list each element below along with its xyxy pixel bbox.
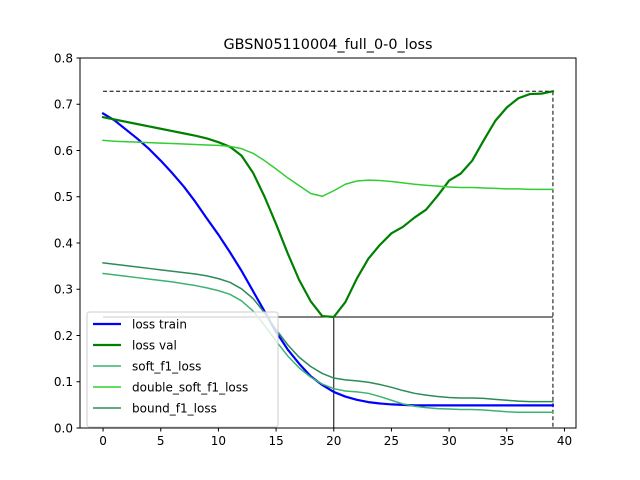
series-line-bound-f1-loss [102,262,554,403]
y-tick-label: 0.1 [54,375,73,389]
x-tick-label: 35 [499,434,514,448]
legend-label: bound_f1_loss [132,401,217,415]
series-line-loss-train [101,111,555,407]
x-tick-label: 5 [157,434,165,448]
legend-label: loss train [132,317,187,331]
y-tick-label: 0.4 [54,236,73,250]
y-tick-label: 0.2 [54,329,73,343]
x-tick-label: 25 [384,434,399,448]
series-line-loss-val [101,90,555,319]
y-tick-label: 0.6 [54,144,73,158]
x-tick-label: 40 [557,434,572,448]
chart-title: GBSN05110004_full_0-0_loss [224,37,433,53]
y-tick-label: 0.8 [54,51,73,65]
y-tick-label: 0.5 [54,190,73,204]
x-tick-label: 20 [326,434,341,448]
x-tick-label: 15 [268,434,283,448]
series-line-double-soft-f1-loss [102,139,554,198]
legend-label: loss val [132,338,177,352]
x-tick-label: 30 [441,434,456,448]
legend-label: double_soft_f1_loss [132,380,248,394]
y-tick-label: 0.0 [54,421,73,435]
series-line-soft-f1-loss [102,272,554,414]
x-tick-label: 10 [211,434,226,448]
legend: loss train loss val soft_f1_loss double_sof… [86,311,279,428]
legend-box [86,311,279,428]
x-tick-label: 0 [99,434,107,448]
y-tick-label: 0.3 [54,283,73,297]
y-tick-label: 0.7 [54,98,73,112]
legend-label: soft_f1_loss [132,359,201,373]
